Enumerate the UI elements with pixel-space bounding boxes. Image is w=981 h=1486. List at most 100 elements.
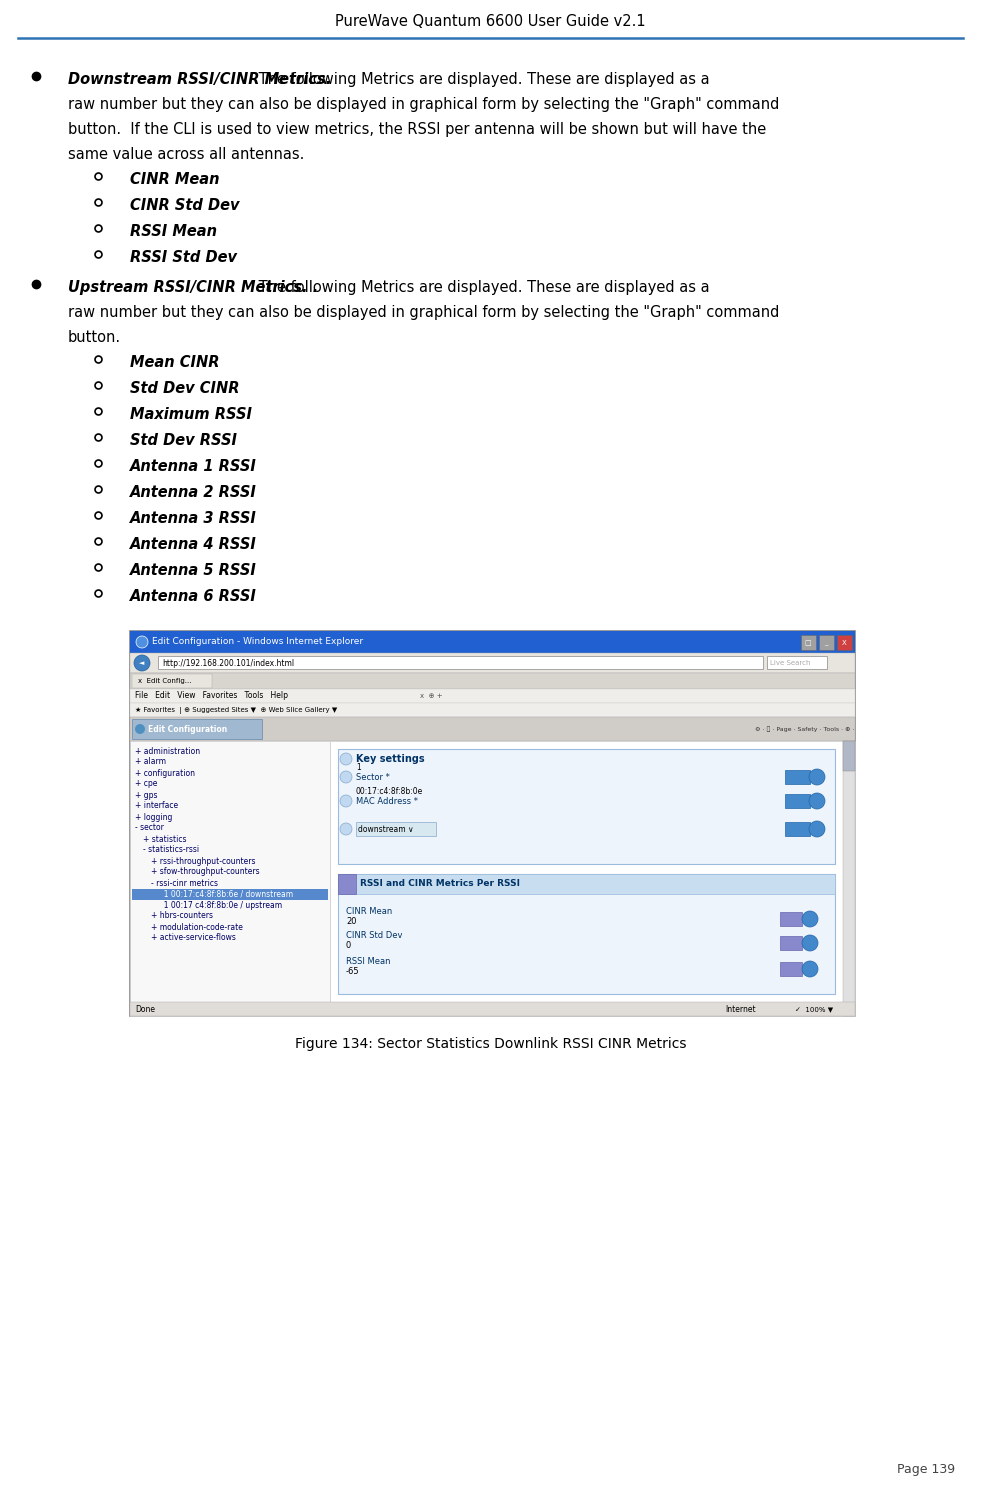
Bar xyxy=(130,632,855,1016)
Text: downstream ∨: downstream ∨ xyxy=(358,825,414,834)
Bar xyxy=(132,889,328,901)
Text: Mean CINR: Mean CINR xyxy=(130,355,220,370)
Text: + configuration: + configuration xyxy=(135,768,195,777)
Text: button.: button. xyxy=(68,330,121,345)
Bar xyxy=(338,749,835,863)
Circle shape xyxy=(809,794,825,808)
Text: + alarm: + alarm xyxy=(135,758,166,767)
Text: + rssi-throughput-counters: + rssi-throughput-counters xyxy=(151,856,255,865)
Bar xyxy=(130,690,855,703)
Bar xyxy=(132,719,262,739)
Text: X: X xyxy=(842,640,847,646)
Text: RSSI and CINR Metrics Per RSSI: RSSI and CINR Metrics Per RSSI xyxy=(360,880,520,889)
Text: + modulation-code-rate: + modulation-code-rate xyxy=(151,923,243,932)
Text: - statistics-rssi: - statistics-rssi xyxy=(143,846,199,854)
Bar xyxy=(132,675,212,688)
Bar xyxy=(158,655,763,669)
Text: CINR Mean: CINR Mean xyxy=(346,908,392,917)
Text: + active-service-flows: + active-service-flows xyxy=(151,933,235,942)
Bar xyxy=(801,635,816,649)
Text: Antenna 1 RSSI: Antenna 1 RSSI xyxy=(130,459,257,474)
Text: RSSI Std Dev: RSSI Std Dev xyxy=(130,250,237,265)
Text: RSSI Mean: RSSI Mean xyxy=(346,957,390,966)
Text: button.  If the CLI is used to view metrics, the RSSI per antenna will be shown : button. If the CLI is used to view metri… xyxy=(68,122,766,137)
Text: File   Edit   View   Favorites   Tools   Help: File Edit View Favorites Tools Help xyxy=(135,691,288,700)
Circle shape xyxy=(134,655,150,672)
Text: + hbrs-counters: + hbrs-counters xyxy=(151,911,213,920)
Text: raw number but they can also be displayed in graphical form by selecting the "Gr: raw number but they can also be displaye… xyxy=(68,305,779,319)
Text: + interface: + interface xyxy=(135,801,179,810)
Bar xyxy=(130,673,855,690)
Text: Std Dev RSSI: Std Dev RSSI xyxy=(130,432,237,447)
Bar xyxy=(780,961,802,976)
Circle shape xyxy=(809,820,825,837)
Text: Live Search: Live Search xyxy=(770,660,810,666)
Text: ⚙ · 🖨 · Page · Safety · Tools · ⊕ ·: ⚙ · 🖨 · Page · Safety · Tools · ⊕ · xyxy=(755,727,854,731)
Text: x  ⊕ +: x ⊕ + xyxy=(420,692,442,698)
Text: MAC Address *: MAC Address * xyxy=(356,796,418,805)
Circle shape xyxy=(802,935,818,951)
Text: ★ Favorites  | ⊕ Suggested Sites ▼  ⊕ Web Slice Gallery ▼: ★ Favorites | ⊕ Suggested Sites ▼ ⊕ Web … xyxy=(135,706,337,713)
Text: + gps: + gps xyxy=(135,791,158,799)
Text: Downstream RSSI/CINR Metrics.: Downstream RSSI/CINR Metrics. xyxy=(68,71,332,88)
Text: _: _ xyxy=(824,640,828,646)
Text: same value across all antennas.: same value across all antennas. xyxy=(68,147,304,162)
Text: □: □ xyxy=(804,640,811,646)
Circle shape xyxy=(340,823,352,835)
Text: 1: 1 xyxy=(356,762,361,771)
Text: Page 139: Page 139 xyxy=(897,1464,955,1477)
Bar xyxy=(785,822,810,837)
Text: The following Metrics are displayed. These are displayed as a: The following Metrics are displayed. The… xyxy=(254,279,709,296)
Text: -65: -65 xyxy=(346,967,360,976)
Text: - sector: - sector xyxy=(135,823,164,832)
Bar xyxy=(338,874,356,895)
Circle shape xyxy=(340,771,352,783)
Text: Antenna 6 RSSI: Antenna 6 RSSI xyxy=(130,588,257,603)
Bar xyxy=(356,822,436,837)
Text: Internet: Internet xyxy=(725,1005,755,1013)
Bar xyxy=(130,742,330,1016)
Text: Antenna 4 RSSI: Antenna 4 RSSI xyxy=(130,536,257,551)
Text: Antenna 5 RSSI: Antenna 5 RSSI xyxy=(130,563,257,578)
Circle shape xyxy=(340,753,352,765)
Text: 1 00:17:c4:8f:8b:6e / downstream: 1 00:17:c4:8f:8b:6e / downstream xyxy=(159,890,293,899)
Text: CINR Mean: CINR Mean xyxy=(130,172,220,187)
Text: ✓  100% ▼: ✓ 100% ▼ xyxy=(795,1006,833,1012)
Text: + cpe: + cpe xyxy=(135,780,157,789)
Text: 0: 0 xyxy=(346,942,351,951)
Text: 20: 20 xyxy=(346,917,356,926)
Text: Antenna 3 RSSI: Antenna 3 RSSI xyxy=(130,511,257,526)
Circle shape xyxy=(135,724,145,734)
Bar xyxy=(785,794,810,808)
Bar xyxy=(338,874,835,895)
Text: ◄: ◄ xyxy=(139,660,144,666)
Text: raw number but they can also be displayed in graphical form by selecting the "Gr: raw number but they can also be displaye… xyxy=(68,97,779,111)
Text: + administration: + administration xyxy=(135,746,200,755)
Text: Std Dev CINR: Std Dev CINR xyxy=(130,380,239,395)
Circle shape xyxy=(340,795,352,807)
Text: The following Metrics are displayed. These are displayed as a: The following Metrics are displayed. The… xyxy=(254,71,709,88)
Text: 1 00:17 c4:8f:8b:0e / upstream: 1 00:17 c4:8f:8b:0e / upstream xyxy=(159,901,283,909)
Bar xyxy=(843,742,855,1016)
Text: Figure 134: Sector Statistics Downlink RSSI CINR Metrics: Figure 134: Sector Statistics Downlink R… xyxy=(294,1037,687,1051)
Bar xyxy=(330,742,855,1016)
Bar xyxy=(785,770,810,785)
Text: RSSI Mean: RSSI Mean xyxy=(130,224,217,239)
Text: + sfow-throughput-counters: + sfow-throughput-counters xyxy=(151,868,260,877)
Text: 00:17:c4:8f:8b:0e: 00:17:c4:8f:8b:0e xyxy=(356,786,423,795)
Text: CINR Std Dev: CINR Std Dev xyxy=(346,932,402,941)
Bar xyxy=(130,703,855,718)
Circle shape xyxy=(802,961,818,976)
Text: Edit Configuration: Edit Configuration xyxy=(148,725,228,734)
Bar xyxy=(819,635,834,649)
Circle shape xyxy=(802,911,818,927)
Text: Antenna 2 RSSI: Antenna 2 RSSI xyxy=(130,484,257,499)
Text: + statistics: + statistics xyxy=(143,835,186,844)
Circle shape xyxy=(809,768,825,785)
Text: Maximum RSSI: Maximum RSSI xyxy=(130,407,252,422)
Text: Sector *: Sector * xyxy=(356,773,389,782)
Bar xyxy=(837,635,852,649)
Bar xyxy=(767,655,827,669)
Bar xyxy=(780,936,802,950)
Text: PureWave Quantum 6600 User Guide v2.1: PureWave Quantum 6600 User Guide v2.1 xyxy=(336,15,645,30)
